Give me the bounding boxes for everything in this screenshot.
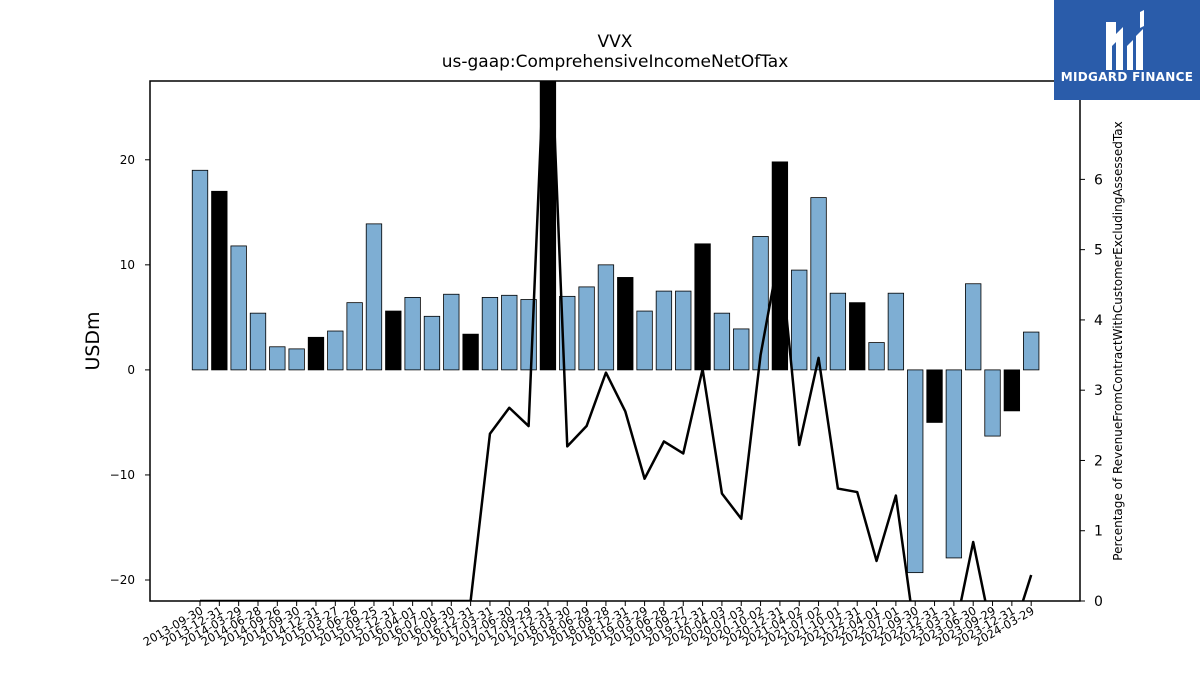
bar — [849, 302, 866, 371]
line-series — [200, 81, 1033, 601]
bar — [1003, 369, 1021, 412]
bar — [365, 223, 383, 371]
bar — [597, 264, 615, 371]
logo: MIDGARD FINANCE — [1054, 0, 1200, 100]
logo-text: MIDGARD FINANCE — [1060, 70, 1194, 84]
bar — [230, 245, 247, 371]
chart-title: VVX — [597, 32, 633, 52]
bar — [423, 315, 441, 371]
bar — [945, 369, 963, 559]
bar — [694, 243, 711, 371]
logo-icon — [1106, 10, 1144, 70]
bar — [288, 348, 305, 371]
bar — [443, 293, 460, 371]
y-tick-label: −20 — [110, 573, 135, 587]
bar — [713, 312, 731, 371]
bar — [655, 290, 673, 371]
plot-frame — [149, 80, 1081, 602]
y2-axis: 0 1 2 3 4 5 6 — [1080, 172, 1103, 610]
bar — [578, 286, 595, 371]
bar — [211, 190, 228, 371]
bar — [462, 333, 479, 371]
y-tick-label: −10 — [110, 468, 135, 482]
y-axis-label: USDm — [82, 311, 104, 370]
bar — [984, 369, 1001, 437]
bar — [733, 328, 750, 371]
y2-tick-label: 1 — [1094, 524, 1103, 540]
bar — [385, 310, 402, 371]
bar — [404, 296, 421, 371]
bar — [269, 346, 286, 371]
bar — [501, 294, 518, 371]
y2-tick-label: 0 — [1094, 594, 1103, 610]
y2-tick-label: 5 — [1094, 243, 1103, 259]
bar — [675, 290, 692, 371]
bar — [636, 310, 653, 371]
y2-tick-label: 4 — [1094, 313, 1103, 329]
y2-axis-label: Percentage of RevenueFromContractWithCus… — [1111, 121, 1125, 560]
y2-tick-label: 3 — [1094, 383, 1103, 399]
bar — [887, 292, 905, 371]
bar — [249, 312, 267, 371]
y-tick-label: 0 — [127, 363, 135, 377]
y-tick-label: 10 — [120, 258, 135, 272]
bar — [791, 269, 808, 371]
y-axis: −20 −10 0 10 20 — [110, 153, 150, 587]
bar — [926, 369, 943, 423]
bar — [481, 296, 499, 371]
bar — [907, 369, 924, 574]
y2-tick-label: 6 — [1094, 172, 1103, 188]
bar — [868, 342, 885, 371]
bar — [810, 197, 827, 371]
bar — [1023, 331, 1040, 371]
y-tick-label: 20 — [120, 153, 135, 167]
bar — [539, 81, 557, 371]
x-axis: 2013-09-302013-12-312014-03-292014-06-28… — [141, 601, 1037, 649]
bars — [191, 81, 1040, 574]
bar — [965, 283, 982, 371]
bar — [771, 161, 789, 371]
bar — [617, 277, 634, 371]
bar — [191, 169, 209, 371]
bar — [829, 292, 847, 371]
bar — [346, 302, 363, 371]
line-series-path — [200, 81, 1033, 601]
chart-subtitle: us-gaap:ComprehensiveIncomeNetOfTax — [441, 52, 789, 72]
bar — [307, 336, 325, 371]
y2-tick-label: 2 — [1094, 453, 1103, 469]
bar — [327, 330, 344, 371]
